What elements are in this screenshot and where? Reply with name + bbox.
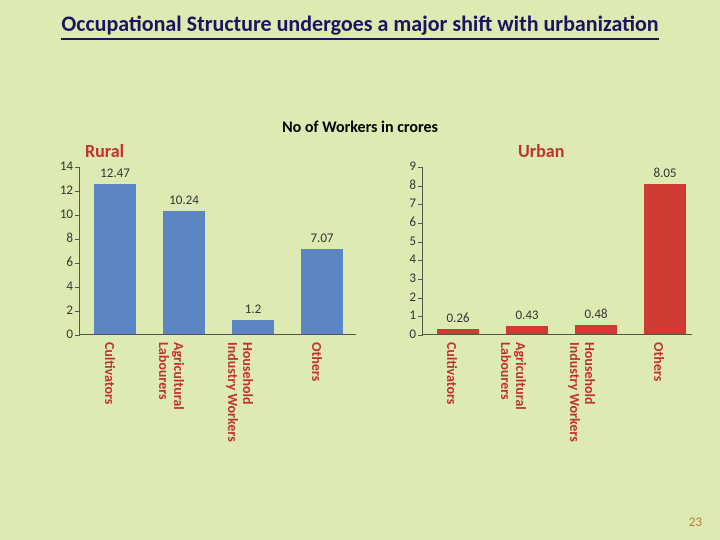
- urban-category-label: HouseholdIndustry Workers: [567, 342, 596, 442]
- urban-bar-value: 0.48: [565, 307, 627, 322]
- rural-bar-value: 1.2: [222, 302, 284, 317]
- chart-subtitle-text: No of Workers in crores: [282, 118, 438, 137]
- urban-ytick-mark: [418, 316, 423, 317]
- rural-ytick-mark: [75, 263, 80, 264]
- rural-ytick: 2: [44, 303, 79, 318]
- rural-ytick: 0: [44, 327, 79, 342]
- rural-category-label: Others: [308, 342, 323, 381]
- rural-bar-value: 10.24: [153, 193, 215, 208]
- rural-category-label: Cultivators: [101, 342, 116, 404]
- urban-bar-value: 0.43: [496, 308, 558, 323]
- urban-category-labels: Cultivators AgriculturalLabourers Househol…: [426, 342, 720, 522]
- rural-category-labels: Cultivators AgriculturalLabourers Househol…: [84, 342, 384, 522]
- rural-bar-chart: 02468101214 12.4710.241.27.07: [44, 167, 356, 335]
- urban-bar-value: 0.26: [427, 311, 489, 326]
- rural-plot-area: 12.47 10.24 1.2 7.07: [79, 167, 356, 335]
- urban-ytick-mark: [418, 223, 423, 224]
- urban-category-label: AgriculturalLabourers: [498, 342, 527, 410]
- rural-y-axis: 02468101214: [44, 167, 79, 335]
- urban-label: Urban: [518, 140, 564, 162]
- urban-ytick-mark: [418, 260, 423, 261]
- urban-ytick-mark: [418, 167, 423, 168]
- rural-ytick-mark: [75, 287, 80, 288]
- rural-ytick-mark: [75, 239, 80, 240]
- rural-category-label: AgriculturalLabourers: [156, 342, 185, 410]
- rural-ytick-mark: [75, 215, 80, 216]
- rural-bar: [163, 211, 205, 334]
- urban-ytick-mark: [418, 204, 423, 205]
- urban-bar: [575, 325, 617, 334]
- rural-ytick-mark: [75, 311, 80, 312]
- rural-category-label: HouseholdIndustry Workers: [225, 342, 254, 442]
- urban-plot-area: 0.260.430.488.05: [422, 167, 692, 335]
- rural-ytick-mark: [75, 167, 80, 168]
- rural-bar: [94, 184, 136, 334]
- page-title: Occupational Structure undergoes a major…: [0, 10, 720, 38]
- urban-category-label: Cultivators: [443, 342, 458, 404]
- page-title-text: Occupational Structure undergoes a major…: [61, 10, 658, 40]
- rural-ytick: 4: [44, 279, 79, 294]
- urban-bar: [437, 329, 479, 334]
- rural-ytick: 10: [44, 207, 79, 222]
- urban-ytick-mark: [418, 186, 423, 187]
- urban-bar-chart: 0123456789 0.260.430.488.05: [396, 167, 692, 335]
- rural-ytick: 12: [44, 183, 79, 198]
- rural-ytick: 6: [44, 255, 79, 270]
- urban-ytick-mark: [418, 298, 423, 299]
- chart-subtitle: No of Workers in crores: [0, 118, 720, 137]
- rural-label: Rural: [85, 140, 124, 162]
- rural-ytick-mark: [75, 335, 80, 336]
- rural-bar: [232, 320, 274, 334]
- urban-category-label: Others: [650, 342, 665, 381]
- urban-y-axis: 0123456789: [396, 167, 422, 335]
- urban-ytick-mark: [418, 279, 423, 280]
- rural-ytick-mark: [75, 191, 80, 192]
- urban-ytick-mark: [418, 242, 423, 243]
- rural-ytick: 8: [44, 231, 79, 246]
- page-number: 23: [689, 515, 702, 530]
- urban-bar-value: 8.05: [634, 166, 696, 181]
- urban-ytick-mark: [418, 335, 423, 336]
- urban-bar: [644, 184, 686, 334]
- rural-bar: [301, 249, 343, 334]
- rural-bar-value: 7.07: [291, 231, 353, 246]
- urban-bar: [506, 326, 548, 334]
- rural-ytick: 14: [44, 159, 79, 174]
- rural-bar-value: 12.47: [84, 166, 146, 181]
